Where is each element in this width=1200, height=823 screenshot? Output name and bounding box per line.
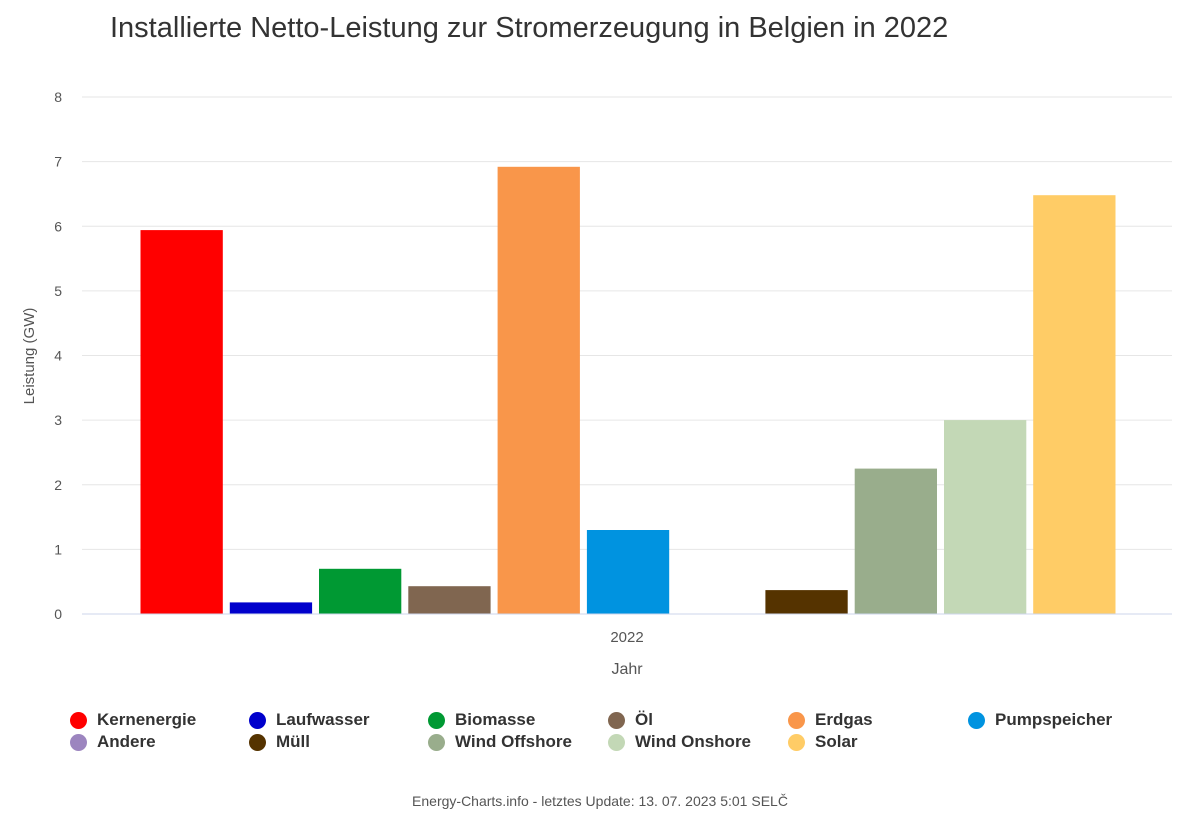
gridlines bbox=[82, 96, 1172, 550]
legend-marker bbox=[70, 711, 87, 729]
bar-öl[interactable] bbox=[408, 586, 491, 614]
bar-biomasse[interactable] bbox=[319, 568, 402, 614]
bar-müll[interactable] bbox=[765, 590, 848, 614]
legend-label: Wind Onshore bbox=[635, 732, 752, 751]
legend-item[interactable]: Öl bbox=[608, 710, 653, 730]
y-tick-label: 5 bbox=[54, 283, 62, 299]
legend-marker bbox=[608, 711, 625, 729]
legend-label: Andere bbox=[97, 732, 156, 751]
legend-item[interactable]: Wind Offshore bbox=[428, 732, 572, 752]
bars bbox=[140, 166, 1116, 615]
legend-marker bbox=[968, 711, 985, 729]
y-tick-label: 6 bbox=[54, 218, 62, 234]
legend-marker bbox=[249, 733, 266, 751]
legend-marker bbox=[428, 711, 445, 729]
chart-title: Installierte Netto-Leistung zur Stromerz… bbox=[110, 12, 949, 44]
legend-label: Öl bbox=[635, 710, 653, 729]
legend-label: Erdgas bbox=[815, 710, 873, 729]
bar-kernenergie[interactable] bbox=[140, 230, 223, 614]
legend-label: Wind Offshore bbox=[455, 732, 572, 751]
legend-item[interactable]: Müll bbox=[249, 732, 310, 752]
legend-item[interactable]: Kernenergie bbox=[70, 710, 196, 730]
bar-wind-onshore[interactable] bbox=[944, 420, 1027, 614]
x-category-label: 2022 bbox=[610, 629, 643, 646]
legend-label: Biomasse bbox=[455, 710, 536, 729]
legend-item[interactable]: Andere bbox=[70, 732, 156, 752]
y-axis-ticks: 0 1 2 3 4 5 6 7 8 bbox=[54, 89, 62, 622]
legend-label: Solar bbox=[815, 732, 858, 751]
y-tick-label: 4 bbox=[54, 348, 62, 364]
y-tick-label: 7 bbox=[54, 154, 62, 170]
y-tick-label: 0 bbox=[54, 606, 62, 622]
bar-solar[interactable] bbox=[1033, 195, 1116, 614]
x-axis-label: Jahr bbox=[611, 661, 643, 678]
bar-chart: 0 1 2 3 4 5 6 7 8 2022 Jahr Leistung (GW) bbox=[21, 89, 1172, 678]
credits: Energy-Charts.info - letztes Update: 13.… bbox=[412, 793, 788, 809]
legend-marker bbox=[608, 733, 625, 751]
legend-item[interactable]: Wind Onshore bbox=[608, 732, 751, 752]
y-tick-label: 2 bbox=[54, 477, 62, 493]
legend-marker bbox=[788, 711, 805, 729]
y-tick-label: 8 bbox=[54, 89, 62, 105]
legend-item[interactable]: Biomasse bbox=[428, 710, 535, 730]
legend-item[interactable]: Pumpspeicher bbox=[968, 710, 1112, 730]
bar-pumpspeicher[interactable] bbox=[586, 530, 670, 614]
legend-marker bbox=[428, 733, 445, 751]
legend-label: Laufwasser bbox=[276, 710, 370, 729]
legend-label: Kernenergie bbox=[97, 710, 197, 729]
legend-label: Müll bbox=[276, 732, 310, 751]
legend-item[interactable]: Erdgas bbox=[788, 710, 873, 730]
y-tick-label: 1 bbox=[54, 541, 62, 557]
legend-marker bbox=[249, 711, 266, 729]
bar-erdgas[interactable] bbox=[497, 166, 580, 615]
y-tick-label: 3 bbox=[54, 412, 62, 428]
legend-item[interactable]: Laufwasser bbox=[249, 710, 370, 730]
legend-marker bbox=[70, 733, 87, 751]
legend-item[interactable]: Solar bbox=[788, 732, 858, 752]
bar-laufwasser[interactable] bbox=[229, 602, 313, 614]
bar-wind-offshore[interactable] bbox=[854, 468, 937, 614]
legend-marker bbox=[788, 733, 805, 751]
legend-label: Pumpspeicher bbox=[995, 710, 1113, 729]
y-axis-label: Leistung (GW) bbox=[21, 308, 38, 405]
